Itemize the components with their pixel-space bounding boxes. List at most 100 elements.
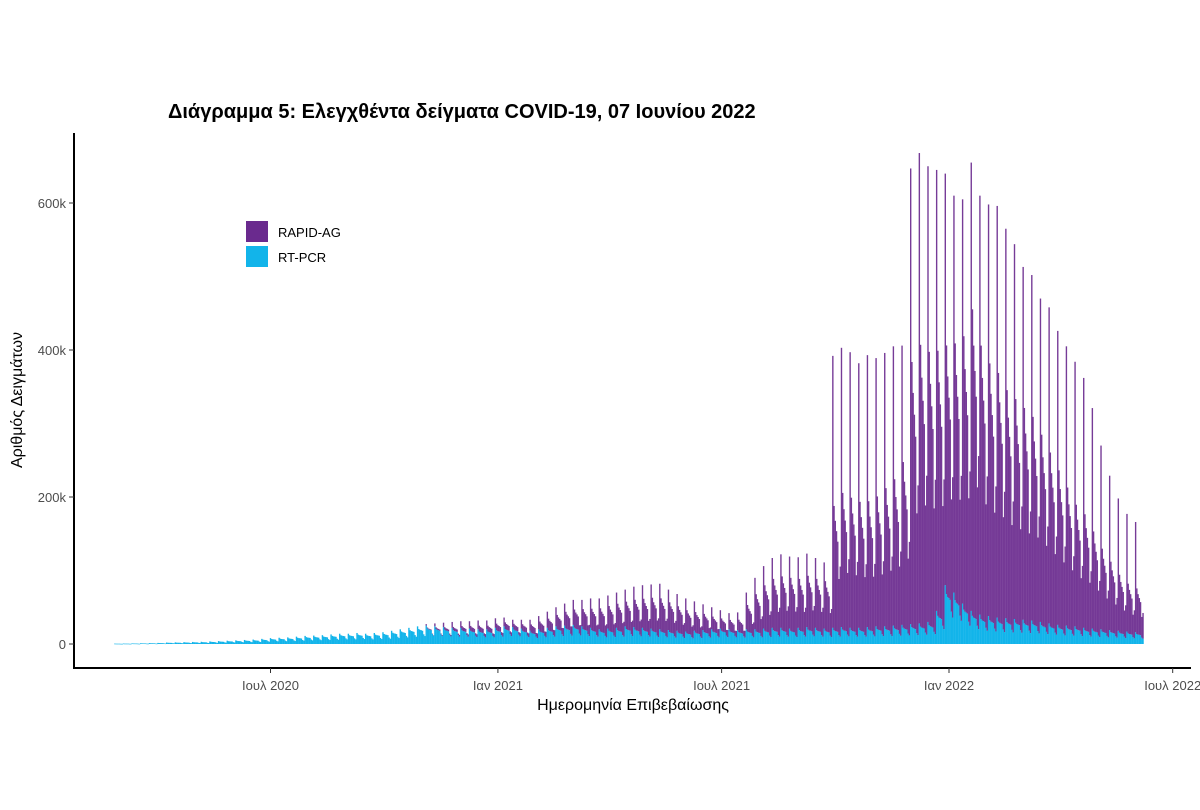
bar-rt-pcr — [1128, 634, 1131, 644]
bar-rt-pcr — [567, 629, 570, 644]
bar-rapid-ag — [1071, 570, 1074, 634]
bar-rapid-ag — [1050, 473, 1053, 628]
bar-rt-pcr — [1091, 628, 1094, 644]
bar-rapid-ag — [989, 363, 991, 621]
bar-rapid-ag — [1023, 407, 1026, 624]
bar-rapid-ag — [1063, 562, 1065, 634]
bar-rt-pcr — [547, 630, 550, 644]
bar-rt-pcr — [982, 621, 985, 644]
bar-rapid-ag — [1034, 458, 1037, 626]
bar-rt-pcr — [792, 631, 794, 644]
bar-rapid-ag — [928, 351, 930, 626]
bar-rapid-ag — [467, 634, 469, 637]
bar-rapid-ag — [563, 603, 566, 626]
bar-rapid-ag — [1080, 578, 1082, 635]
bar-rt-pcr — [667, 630, 670, 644]
bar-rt-pcr — [357, 634, 359, 644]
bar-rt-pcr — [744, 637, 746, 644]
bar-rapid-ag — [451, 621, 453, 628]
bar-rapid-ag — [718, 628, 720, 638]
bar-rapid-ag — [525, 627, 528, 633]
bar-rt-pcr — [538, 629, 540, 644]
bar-rapid-ag — [884, 352, 886, 627]
bar-rapid-ag — [557, 617, 560, 630]
bar-rt-pcr — [177, 642, 179, 644]
bar-rt-pcr — [371, 638, 373, 644]
bar-rapid-ag — [947, 376, 949, 597]
bar-rapid-ag — [764, 585, 766, 631]
bar-rapid-ag — [859, 501, 861, 631]
bar-rapid-ag — [505, 624, 508, 630]
bar-rapid-ag — [776, 594, 778, 632]
bar-rt-pcr — [1105, 632, 1107, 644]
bar-rapid-ag — [865, 564, 867, 637]
bar-rapid-ag — [635, 604, 638, 631]
bar-rt-pcr — [170, 642, 173, 644]
bar-rapid-ag — [650, 584, 652, 629]
bar-rapid-ag — [1048, 307, 1050, 624]
bar-rt-pcr — [578, 633, 581, 644]
bar-rt-pcr — [694, 632, 697, 644]
bar-rapid-ag — [1123, 610, 1126, 637]
bar-rt-pcr — [910, 624, 912, 644]
bar-rt-pcr — [179, 642, 181, 644]
bar-rapid-ag — [645, 606, 647, 632]
bar-rt-pcr — [377, 635, 379, 644]
bar-rapid-ag — [602, 613, 604, 633]
bar-rapid-ag — [818, 589, 820, 632]
bar-rapid-ag — [702, 604, 704, 631]
legend-label-rapid-ag: RAPID-AG — [278, 225, 341, 240]
bar-rapid-ag — [918, 153, 921, 624]
bar-rt-pcr — [692, 638, 694, 644]
bar-rt-pcr — [855, 635, 858, 644]
bar-rt-pcr — [382, 632, 384, 644]
bar-rapid-ag — [1090, 571, 1092, 637]
bar-rt-pcr — [775, 631, 777, 644]
bar-rt-pcr — [531, 633, 534, 644]
bar-rapid-ag — [819, 594, 822, 632]
bar-rapid-ag — [734, 630, 736, 636]
bar-rapid-ag — [437, 628, 440, 631]
bar-rapid-ag — [682, 624, 684, 637]
bar-rapid-ag — [1036, 476, 1038, 627]
bar-rt-pcr — [822, 636, 824, 644]
bar-rapid-ag — [935, 169, 938, 611]
bar-rt-pcr — [778, 636, 781, 644]
bar-rt-pcr — [955, 602, 958, 644]
bar-rt-pcr — [959, 615, 961, 644]
bar-rt-pcr — [518, 634, 520, 644]
bar-rt-pcr — [458, 636, 461, 644]
bar-rt-pcr — [906, 629, 908, 644]
bar-rt-pcr — [1058, 627, 1060, 644]
bar-rt-pcr — [886, 629, 888, 644]
bar-rapid-ag — [990, 393, 992, 622]
bar-rt-pcr — [166, 642, 168, 644]
bar-rt-pcr — [348, 635, 351, 644]
bar-rapid-ag — [887, 516, 890, 631]
bar-rt-pcr — [1084, 630, 1086, 644]
bar-rt-pcr — [708, 636, 710, 644]
bar-rapid-ag — [1008, 436, 1011, 624]
bar-rt-pcr — [1137, 634, 1139, 644]
bar-rapid-ag — [913, 414, 916, 629]
bar-rt-pcr — [607, 628, 609, 644]
bar-rt-pcr — [372, 639, 374, 644]
bar-rt-pcr — [651, 630, 654, 644]
bar-rt-pcr — [725, 635, 728, 644]
bar-rt-pcr — [536, 638, 539, 644]
bar-rt-pcr — [869, 630, 871, 644]
bar-rt-pcr — [172, 643, 174, 644]
bar-rapid-ag — [938, 382, 940, 618]
bar-rt-pcr — [316, 637, 319, 644]
bar-rapid-ag — [656, 620, 659, 636]
bar-rt-pcr — [824, 630, 827, 644]
bar-rapid-ag — [1097, 590, 1100, 636]
bar-rt-pcr — [996, 617, 998, 644]
bar-rt-pcr — [997, 621, 1000, 644]
bar-rt-pcr — [549, 631, 551, 644]
bar-rapid-ag — [476, 634, 478, 638]
bar-rapid-ag — [492, 633, 494, 636]
bar-rt-pcr — [402, 632, 404, 644]
legend-swatch-rapid-ag — [246, 221, 268, 242]
bar-rt-pcr — [383, 634, 385, 644]
